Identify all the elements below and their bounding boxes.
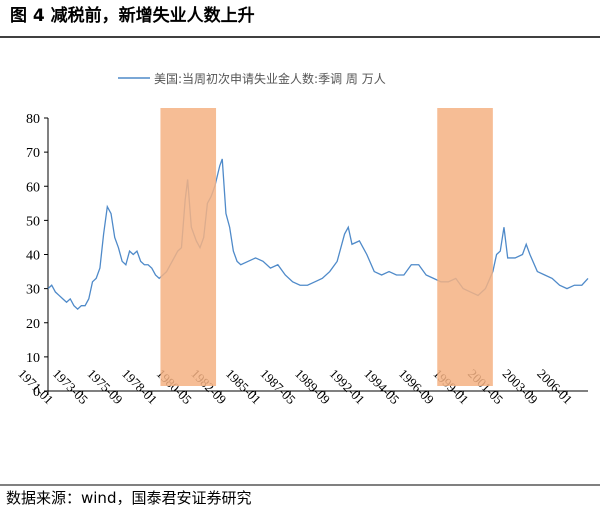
x-tick-label: 1975-09 bbox=[84, 366, 125, 407]
x-tick-label: 1978-01 bbox=[119, 366, 160, 407]
x-tick-label: 1987-05 bbox=[257, 366, 298, 407]
y-tick-label: 30 bbox=[26, 283, 40, 298]
y-tick-label: 60 bbox=[26, 180, 40, 195]
y-tick-label: 20 bbox=[26, 317, 40, 332]
x-tick-label: 1985-01 bbox=[223, 366, 264, 407]
y-tick-label: 80 bbox=[26, 112, 40, 127]
x-tick-label: 1994-05 bbox=[361, 366, 402, 407]
shaded-period bbox=[437, 108, 493, 386]
y-tick-label: 40 bbox=[26, 249, 40, 264]
y-tick-label: 70 bbox=[26, 146, 40, 161]
x-tick-label: 1996-09 bbox=[396, 366, 437, 407]
line-series bbox=[47, 158, 589, 310]
x-tick-label: 1989-09 bbox=[292, 366, 333, 407]
source: 数据来源：wind，国泰君安证券研究 bbox=[6, 489, 251, 507]
y-tick-label: 0 bbox=[33, 385, 40, 400]
y-tick-label: 10 bbox=[26, 351, 40, 366]
shaded-period bbox=[160, 108, 217, 386]
chart-title: 图 4 减税前，新增失业人数上升 bbox=[10, 5, 255, 26]
x-tick-label: 2003-09 bbox=[500, 366, 541, 407]
x-tick-label: 1971-01 bbox=[15, 366, 56, 407]
legend-label: 美国:当周初次申请失业金人数:季调 周 万人 bbox=[154, 71, 386, 86]
x-tick-label: 1992-01 bbox=[327, 366, 368, 407]
x-tick-label: 2006-01 bbox=[534, 366, 575, 407]
x-tick-label: 1973-05 bbox=[50, 366, 91, 407]
y-tick-label: 50 bbox=[26, 214, 40, 229]
